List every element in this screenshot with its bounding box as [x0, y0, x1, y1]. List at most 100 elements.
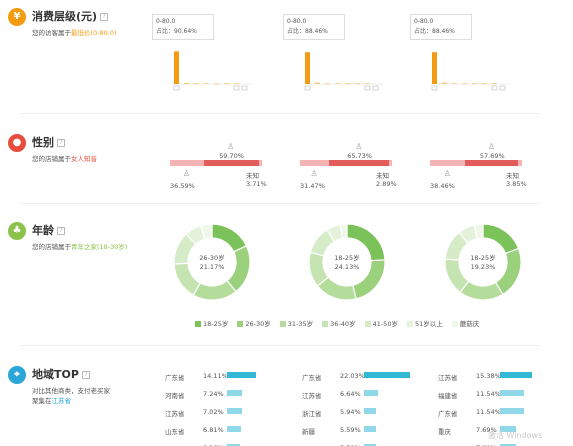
- gender-chart: ♙ 59.70% ♙ 36.59% 未知 3.71%: [170, 142, 270, 192]
- female-pct: 65.73%: [347, 152, 372, 160]
- help-icon[interactable]: ?: [57, 139, 65, 147]
- consumption-bar[interactable]: [315, 82, 320, 84]
- consumption-bar[interactable]: [452, 83, 457, 84]
- age-slice[interactable]: [199, 223, 213, 240]
- divider: [20, 345, 540, 346]
- legend-swatch: [322, 321, 329, 327]
- region-bar[interactable]: [500, 426, 517, 432]
- region-pct: 6.81%: [203, 426, 224, 434]
- region-pct: 7.69%: [476, 444, 497, 446]
- consumption-bar[interactable]: [472, 83, 477, 84]
- consumption-bar[interactable]: [432, 52, 437, 84]
- region-name: 福建省: [438, 392, 458, 400]
- male-icon: ♙: [310, 169, 318, 178]
- region-list: 广东省 14.11% 河南省 7.24% 江苏省 7.02% 山东省 6.81% 浙江省6.26…: [165, 370, 275, 446]
- region-bar[interactable]: [227, 390, 243, 396]
- region-pct: 15.38%: [476, 372, 501, 380]
- legend-item[interactable]: 31-35岁: [279, 318, 314, 328]
- legend-item[interactable]: 36-40岁: [322, 318, 356, 328]
- legend-item[interactable]: 18-25岁: [195, 318, 228, 328]
- region-row: 山东省 6.81%: [165, 424, 275, 442]
- donut-pct: 21.17%: [200, 263, 225, 271]
- female-bar[interactable]: [328, 160, 390, 166]
- legend-item[interactable]: 41-50岁: [364, 318, 398, 328]
- region-name: 浙江省: [302, 410, 322, 418]
- region-bar[interactable]: [500, 372, 533, 378]
- region-row: 浙江省6.26%: [165, 442, 275, 446]
- consumption-bar[interactable]: [482, 83, 487, 84]
- region-name: 广东省: [438, 410, 458, 418]
- age-slice[interactable]: [473, 223, 484, 240]
- consumption-bars: [303, 52, 383, 91]
- region-bar[interactable]: [364, 372, 410, 378]
- region-bar[interactable]: [500, 444, 517, 446]
- region-bar[interactable]: [500, 390, 525, 396]
- region-row: 广东省 11.54%: [438, 406, 548, 424]
- consumption-bar[interactable]: [462, 83, 467, 84]
- consumption-section: ¥ 消费层级(元)? 您的访客属于最低价(0-80.0) 0-80.0 占比：9…: [0, 0, 573, 120]
- legend-item[interactable]: 蘑菇庆: [451, 318, 479, 328]
- region-bar[interactable]: [227, 372, 257, 378]
- donut-label: 18-25岁: [334, 253, 359, 262]
- consumption-bar[interactable]: [174, 51, 179, 84]
- region-name: 江苏省: [438, 374, 458, 382]
- consumption-bar[interactable]: [492, 83, 497, 84]
- help-icon[interactable]: ?: [57, 227, 65, 235]
- consumption-bar[interactable]: [442, 82, 447, 84]
- age-section: ♣ 年龄? 您的店铺属于青年之家(18-30岁) 26-30岁 21.17% 18…: [8, 222, 522, 328]
- gender-desc: 您的店铺属于女人知音: [32, 155, 97, 163]
- region-bar[interactable]: [364, 444, 376, 446]
- region-row: 河南省 7.24%: [165, 388, 275, 406]
- consumption-bar[interactable]: [305, 52, 310, 84]
- consumption-bar[interactable]: [325, 83, 330, 84]
- region-pct: 5.59%: [340, 444, 361, 446]
- help-icon[interactable]: ?: [81, 371, 90, 379]
- gender-bar: [300, 160, 392, 166]
- region-bar[interactable]: [364, 390, 378, 396]
- consumption-bar[interactable]: [234, 83, 239, 84]
- consumption-bar[interactable]: [224, 83, 229, 84]
- consumption-bar[interactable]: [365, 83, 370, 84]
- age-legend: 18-25岁 26-30岁 31-35岁 36-40岁 41-50岁 51岁以上 蘑菇庆: [195, 318, 488, 328]
- consumption-bar[interactable]: [345, 83, 350, 84]
- region-bar[interactable]: [227, 426, 242, 432]
- female-bar[interactable]: [465, 160, 519, 166]
- age-slice[interactable]: [339, 223, 348, 240]
- region-pct: 7.69%: [476, 426, 497, 434]
- consumption-desc: 您的访客属于最低价(0-80.0): [32, 29, 117, 37]
- consumption-bar[interactable]: [355, 83, 360, 84]
- consumption-bar[interactable]: [184, 82, 189, 84]
- unknown-pct: 3.71%: [246, 180, 267, 188]
- region-name: 山东省: [165, 428, 185, 436]
- male-pct: 31.47%: [300, 182, 325, 190]
- region-name: 新疆: [302, 428, 315, 436]
- region-bar[interactable]: [364, 408, 377, 414]
- region-bar[interactable]: [364, 426, 376, 432]
- consumption-bar[interactable]: [335, 83, 340, 84]
- region-name: 江苏省: [165, 410, 185, 418]
- legend-item[interactable]: 51岁以上: [406, 318, 443, 328]
- region-bar[interactable]: [227, 408, 242, 414]
- region-bar[interactable]: [227, 444, 241, 446]
- region-pct: 7.24%: [203, 390, 224, 398]
- region-row: 江苏省 15.38%: [438, 370, 548, 388]
- legend-item[interactable]: 26-30岁: [237, 318, 271, 328]
- legend-label: 31-35岁: [287, 320, 314, 328]
- divider: [20, 203, 540, 204]
- legend-label: 41-50岁: [372, 320, 398, 328]
- region-row: 广东省 22.03%: [302, 370, 412, 388]
- region-name: 广东省: [302, 374, 322, 382]
- region-bar[interactable]: [500, 408, 525, 414]
- consumption-bar[interactable]: [194, 83, 199, 84]
- female-bar[interactable]: [203, 160, 259, 166]
- legend-swatch: [364, 321, 371, 327]
- consumption-bar[interactable]: [214, 83, 219, 84]
- region-name: 重庆: [438, 428, 451, 436]
- region-row: 新疆 5.59%: [302, 424, 412, 442]
- consumption-bar[interactable]: [204, 83, 209, 84]
- help-icon[interactable]: ?: [100, 13, 109, 21]
